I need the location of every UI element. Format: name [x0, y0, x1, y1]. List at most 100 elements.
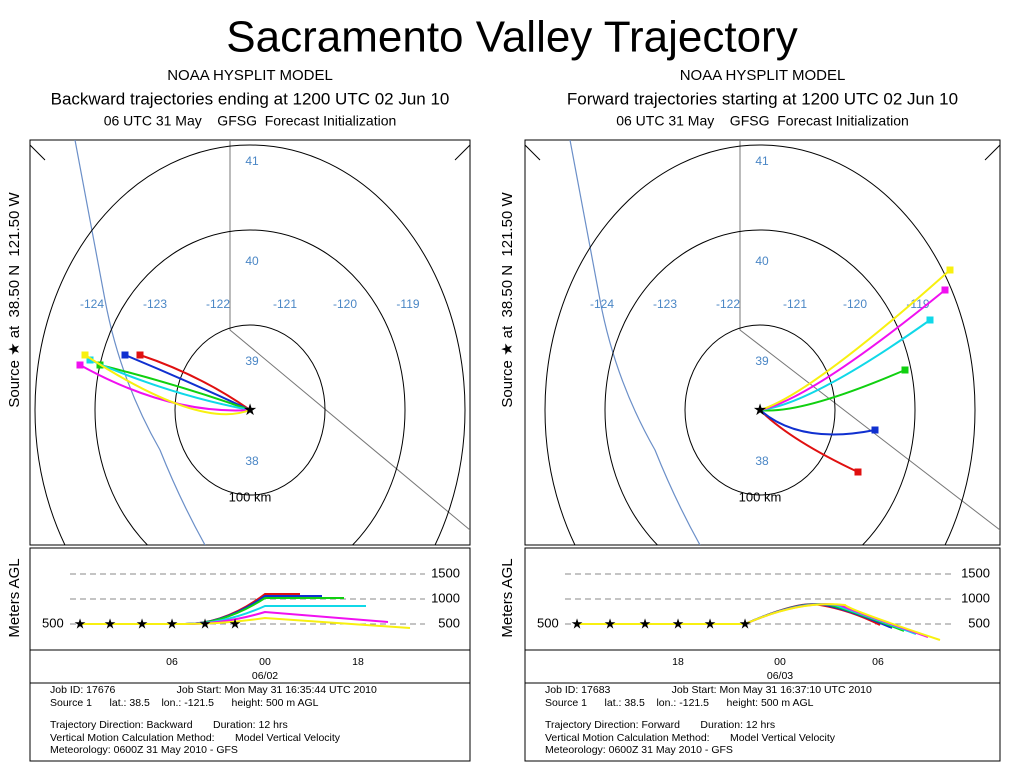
slide-title: Sacramento Valley Trajectory — [226, 13, 797, 62]
model-name: NOAA HYSPLIT MODEL — [680, 67, 846, 84]
time-frame — [29, 649, 471, 684]
height-axis-label: Meters AGL — [6, 558, 23, 637]
trajectory — [89, 359, 251, 411]
height-star: ★ — [739, 616, 752, 632]
model-name: NOAA HYSPLIT MODEL — [167, 67, 333, 84]
height-star: ★ — [604, 616, 617, 632]
height-star: ★ — [104, 616, 117, 632]
height-trace — [80, 616, 411, 629]
info-line: Job ID: 17676 Job Start: Mon May 31 16:3… — [50, 684, 377, 696]
info-line: Source 1 lat.: 38.5 lon.: -121.5 height:… — [50, 697, 319, 709]
lon-label: -124 — [590, 297, 614, 311]
range-ring — [174, 324, 326, 496]
range-ring — [34, 144, 466, 545]
corner-line — [984, 144, 1000, 161]
lon-label: -122 — [716, 297, 740, 311]
height-label: 1500 — [431, 565, 460, 580]
lon-label: -121 — [783, 297, 807, 311]
time-label: 18 — [672, 656, 684, 668]
date-label: 06/03 — [767, 670, 793, 682]
lon-label: -124 — [80, 297, 104, 311]
lat-label: 41 — [755, 154, 769, 168]
trajectory — [84, 354, 251, 416]
lon-label: -120 — [843, 297, 867, 311]
height-label: 1000 — [431, 590, 460, 605]
info-frame — [29, 682, 471, 762]
time-label: 18 — [352, 656, 364, 668]
trajectory-marker — [941, 286, 949, 294]
lon-label: -121 — [273, 297, 297, 311]
trajectory-marker — [926, 316, 934, 324]
trajectory-marker — [86, 356, 94, 364]
height-star: ★ — [571, 616, 584, 632]
map-frame — [29, 139, 471, 546]
trajectory — [99, 364, 251, 411]
info-line: Trajectory Direction: Forward Duration: … — [545, 719, 775, 731]
trajectory-marker — [81, 351, 89, 359]
height-star: ★ — [199, 616, 212, 632]
lat-label: 41 — [245, 154, 259, 168]
lat-label: 40 — [755, 254, 769, 268]
info-frame — [524, 682, 1001, 762]
time-label: 06 — [166, 656, 178, 668]
trajectory-panel: NOAA HYSPLIT MODEL Forward trajectories s… — [499, 67, 1001, 762]
source-height-label: 500 — [537, 615, 559, 630]
lat-label: 38 — [245, 454, 259, 468]
coastline — [74, 140, 206, 545]
source-height-label: 500 — [42, 615, 64, 630]
trajectory — [759, 319, 931, 411]
trajectory — [759, 409, 876, 436]
height-star: ★ — [704, 616, 717, 632]
height-star: ★ — [74, 616, 87, 632]
height-axis-label: Meters AGL — [499, 558, 516, 637]
panel-subtitle: Forward trajectories starting at 1200 UT… — [567, 89, 958, 108]
time-label: 06 — [872, 656, 884, 668]
trajectory — [139, 354, 251, 411]
source-star: ★ — [243, 402, 257, 419]
height-label: 500 — [968, 615, 990, 630]
trajectory-marker — [136, 351, 144, 359]
info-line: Job ID: 17683 Job Start: Mon May 31 16:3… — [545, 684, 872, 696]
height-star: ★ — [166, 616, 179, 632]
height-label: 1500 — [961, 565, 990, 580]
range-ring — [544, 144, 976, 545]
lat-label: 40 — [245, 254, 259, 268]
lon-label: -123 — [143, 297, 167, 311]
range-label: 100 km — [739, 489, 782, 504]
trajectory-marker — [871, 426, 879, 434]
trajectory — [759, 289, 946, 411]
trajectory-marker — [946, 266, 954, 274]
time-label: 00 — [259, 656, 271, 668]
corner-line — [454, 144, 470, 161]
lon-label: -120 — [333, 297, 357, 311]
trajectory-marker — [121, 351, 129, 359]
coastline — [569, 140, 701, 545]
lon-label: -119 — [396, 297, 419, 311]
time-frame — [524, 649, 1001, 684]
lat-label: 39 — [755, 354, 769, 368]
trajectory-panel: NOAA HYSPLIT MODEL Backward trajectories … — [6, 67, 471, 762]
height-trace — [577, 603, 941, 641]
range-ring — [684, 324, 836, 496]
init-label: 06 UTC 31 May GFSG Forecast Initializati… — [616, 113, 909, 129]
range-ring — [94, 229, 406, 545]
lat-label: 38 — [755, 454, 769, 468]
info-line: Meteorology: 0600Z 31 May 2010 - GFS — [50, 744, 238, 756]
trajectory — [79, 364, 251, 412]
range-ring — [604, 229, 916, 545]
trajectory-marker — [76, 361, 84, 369]
trajectory — [124, 354, 251, 411]
lon-label: -122 — [206, 297, 230, 311]
trajectory-marker — [854, 468, 862, 476]
info-line: Source 1 lat.: 38.5 lon.: -121.5 height:… — [545, 697, 814, 709]
state-border — [229, 140, 470, 531]
info-line: Trajectory Direction: Backward Duration:… — [50, 719, 288, 731]
source-star: ★ — [753, 402, 767, 419]
trajectory-marker — [901, 366, 909, 374]
lon-label: -123 — [653, 297, 677, 311]
range-label: 100 km — [229, 489, 272, 504]
corner-line — [525, 144, 541, 161]
